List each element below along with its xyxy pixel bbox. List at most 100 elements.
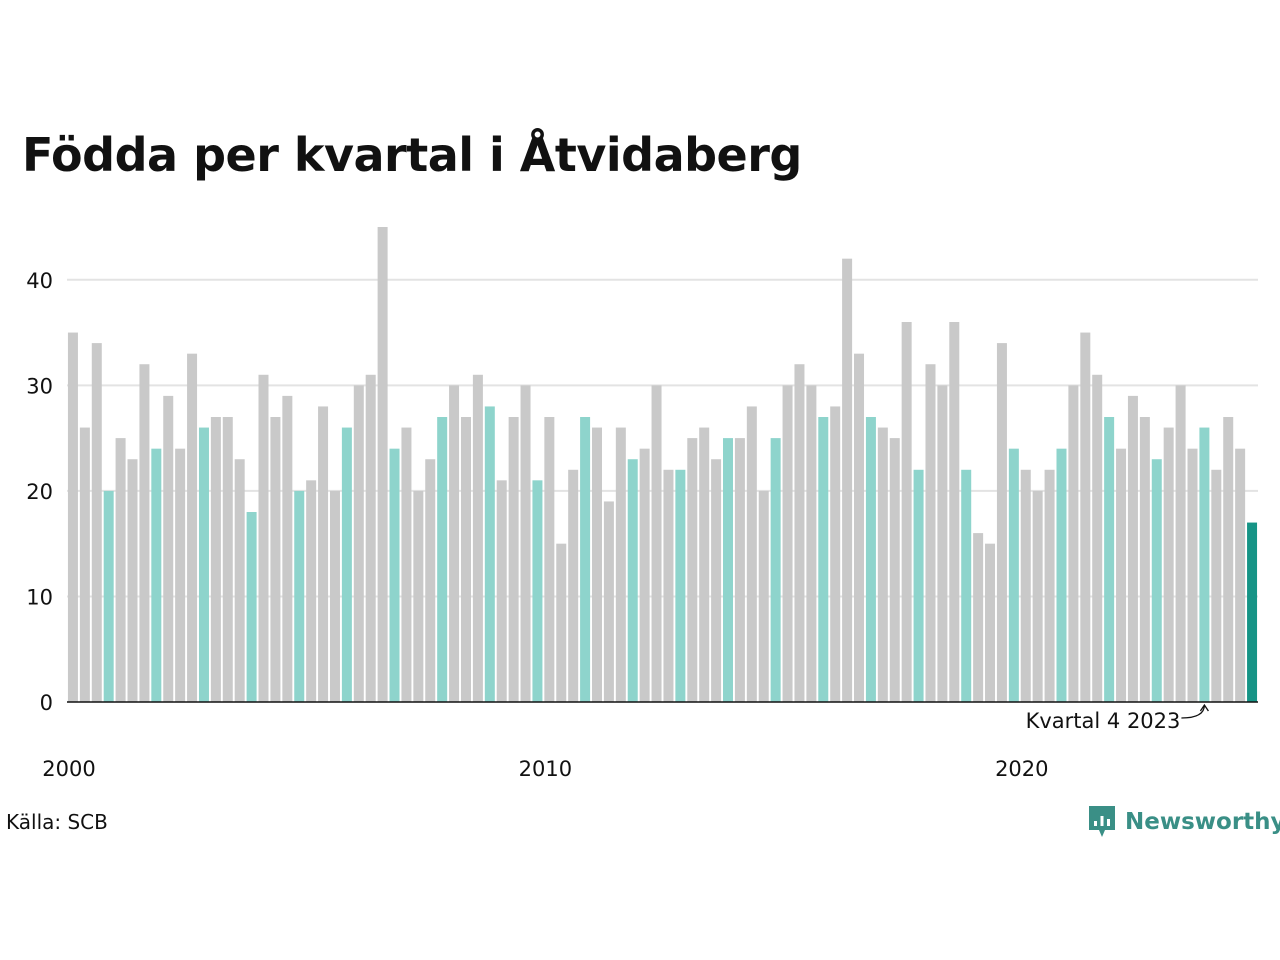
- x-tick-label-2010: 2010: [519, 757, 572, 781]
- bar-2004-q3: [282, 395, 293, 702]
- brand-logo[interactable]: Newsworthy: [1087, 804, 1280, 840]
- bar-2006-q2: [365, 374, 376, 702]
- bar-2007-q4: [437, 417, 448, 702]
- bar-2020-q1: [1020, 469, 1031, 702]
- bar-2022-q3: [1139, 417, 1150, 702]
- bar-2011-q4: [627, 459, 638, 702]
- bar-2020-q4: [1056, 448, 1067, 702]
- bar-2015-q4: [818, 417, 829, 702]
- bar-2022-q2: [1127, 395, 1138, 702]
- bar-2010-q2: [556, 543, 567, 702]
- bar-2008-q3: [472, 374, 483, 702]
- bar-2024-q2: [1223, 417, 1234, 702]
- bar-2020-q2: [1032, 490, 1043, 702]
- bar-2002-q2: [175, 448, 186, 702]
- bar-2003-q4: [246, 512, 257, 702]
- bar-2012-q4: [675, 469, 686, 702]
- bar-2005-q4: [341, 427, 352, 702]
- bar-2015-q1: [782, 385, 793, 702]
- bar-2017-q1: [877, 427, 888, 702]
- bar-2007-q1: [401, 427, 412, 702]
- bar-2015-q2: [794, 364, 805, 702]
- bar-2023-q1: [1163, 427, 1174, 702]
- bar-2019-q3: [996, 343, 1007, 702]
- bar-2001-q2: [127, 459, 138, 702]
- x-axis-ticks: 2000 2010 2020: [42, 757, 1048, 781]
- bar-2011-q3: [615, 427, 626, 702]
- bar-2008-q2: [460, 417, 471, 702]
- bars: [67, 227, 1258, 702]
- bar-2017-q3: [901, 322, 912, 702]
- bar-2014-q3: [758, 490, 769, 702]
- bar-2010-q4: [580, 417, 591, 702]
- bar-2011-q1: [592, 427, 602, 702]
- bar-2002-q4: [198, 427, 209, 702]
- annotation-label: Kvartal 4 2023: [1026, 709, 1181, 733]
- bar-2015-q3: [806, 385, 817, 702]
- bar-2004-q2: [270, 417, 281, 702]
- bar-2011-q2: [603, 501, 614, 702]
- y-tick-label-10: 10: [26, 585, 53, 609]
- bar-2004-q4: [294, 490, 305, 702]
- source-note: Källa: SCB: [6, 810, 108, 834]
- bar-2012-q2: [651, 385, 662, 702]
- bar-2019-q2: [985, 543, 996, 702]
- bar-2017-q4: [913, 469, 924, 702]
- bar-2016-q1: [830, 406, 841, 702]
- chart-title: Födda per kvartal i Åtvidaberg: [22, 128, 802, 182]
- bar-2012-q1: [639, 448, 650, 702]
- bar-2021-q3: [1092, 374, 1103, 702]
- bar-2016-q2: [842, 258, 853, 702]
- bar-2008-q1: [449, 385, 460, 702]
- annotation: Kvartal 4 2023: [1026, 703, 1209, 733]
- bar-2013-q1: [687, 438, 698, 702]
- bar-2021-q1: [1068, 385, 1079, 702]
- x-tick-label-2000: 2000: [42, 757, 95, 781]
- bar-2007-q2: [413, 490, 424, 702]
- bar-2009-q4: [532, 480, 543, 702]
- bar-2024-q4: [1247, 522, 1258, 702]
- bar-2013-q3: [711, 459, 722, 702]
- bar-2005-q2: [318, 406, 329, 702]
- bar-2016-q3: [854, 353, 865, 702]
- bar-2018-q1: [925, 364, 936, 702]
- bar-2024-q3: [1235, 448, 1246, 702]
- bar-2002-q3: [187, 353, 198, 702]
- bar-2010-q1: [544, 417, 555, 702]
- bar-2006-q1: [353, 385, 364, 702]
- bar-2006-q4: [389, 448, 400, 702]
- bar-2000-q4: [103, 490, 114, 702]
- bar-2001-q3: [139, 364, 150, 702]
- y-tick-label-0: 0: [40, 691, 53, 715]
- bar-2009-q2: [508, 417, 519, 702]
- annotation-arrow: [1181, 703, 1209, 719]
- bar-2003-q3: [234, 459, 245, 702]
- bar-2017-q2: [889, 438, 900, 702]
- bar-2014-q2: [746, 406, 757, 702]
- y-tick-label-40: 40: [26, 269, 53, 293]
- bar-2020-q3: [1044, 469, 1055, 702]
- bar-2001-q1: [115, 438, 126, 702]
- bar-2000-q1: [67, 332, 78, 702]
- bar-2001-q4: [151, 448, 162, 702]
- y-tick-label-20: 20: [26, 480, 53, 504]
- x-tick-label-2020: 2020: [995, 757, 1048, 781]
- bar-2023-q3: [1187, 448, 1198, 702]
- bar-2016-q4: [865, 417, 876, 702]
- bar-2021-q2: [1080, 332, 1091, 702]
- bar-2009-q3: [520, 385, 531, 702]
- bar-2024-q1: [1211, 469, 1222, 702]
- bar-2023-q2: [1175, 385, 1186, 702]
- y-tick-label-30: 30: [26, 374, 53, 398]
- bar-2019-q4: [1008, 448, 1019, 702]
- brand-name: Newsworthy: [1125, 809, 1280, 835]
- bar-2014-q1: [734, 438, 745, 702]
- bar-2013-q2: [699, 427, 710, 702]
- bar-2022-q1: [1116, 448, 1127, 702]
- bar-2013-q4: [723, 438, 733, 702]
- newsworthy-logo-icon: [1089, 806, 1115, 837]
- bar-2000-q2: [79, 427, 90, 702]
- bar-2003-q1: [210, 417, 221, 702]
- bar-2019-q1: [973, 533, 984, 702]
